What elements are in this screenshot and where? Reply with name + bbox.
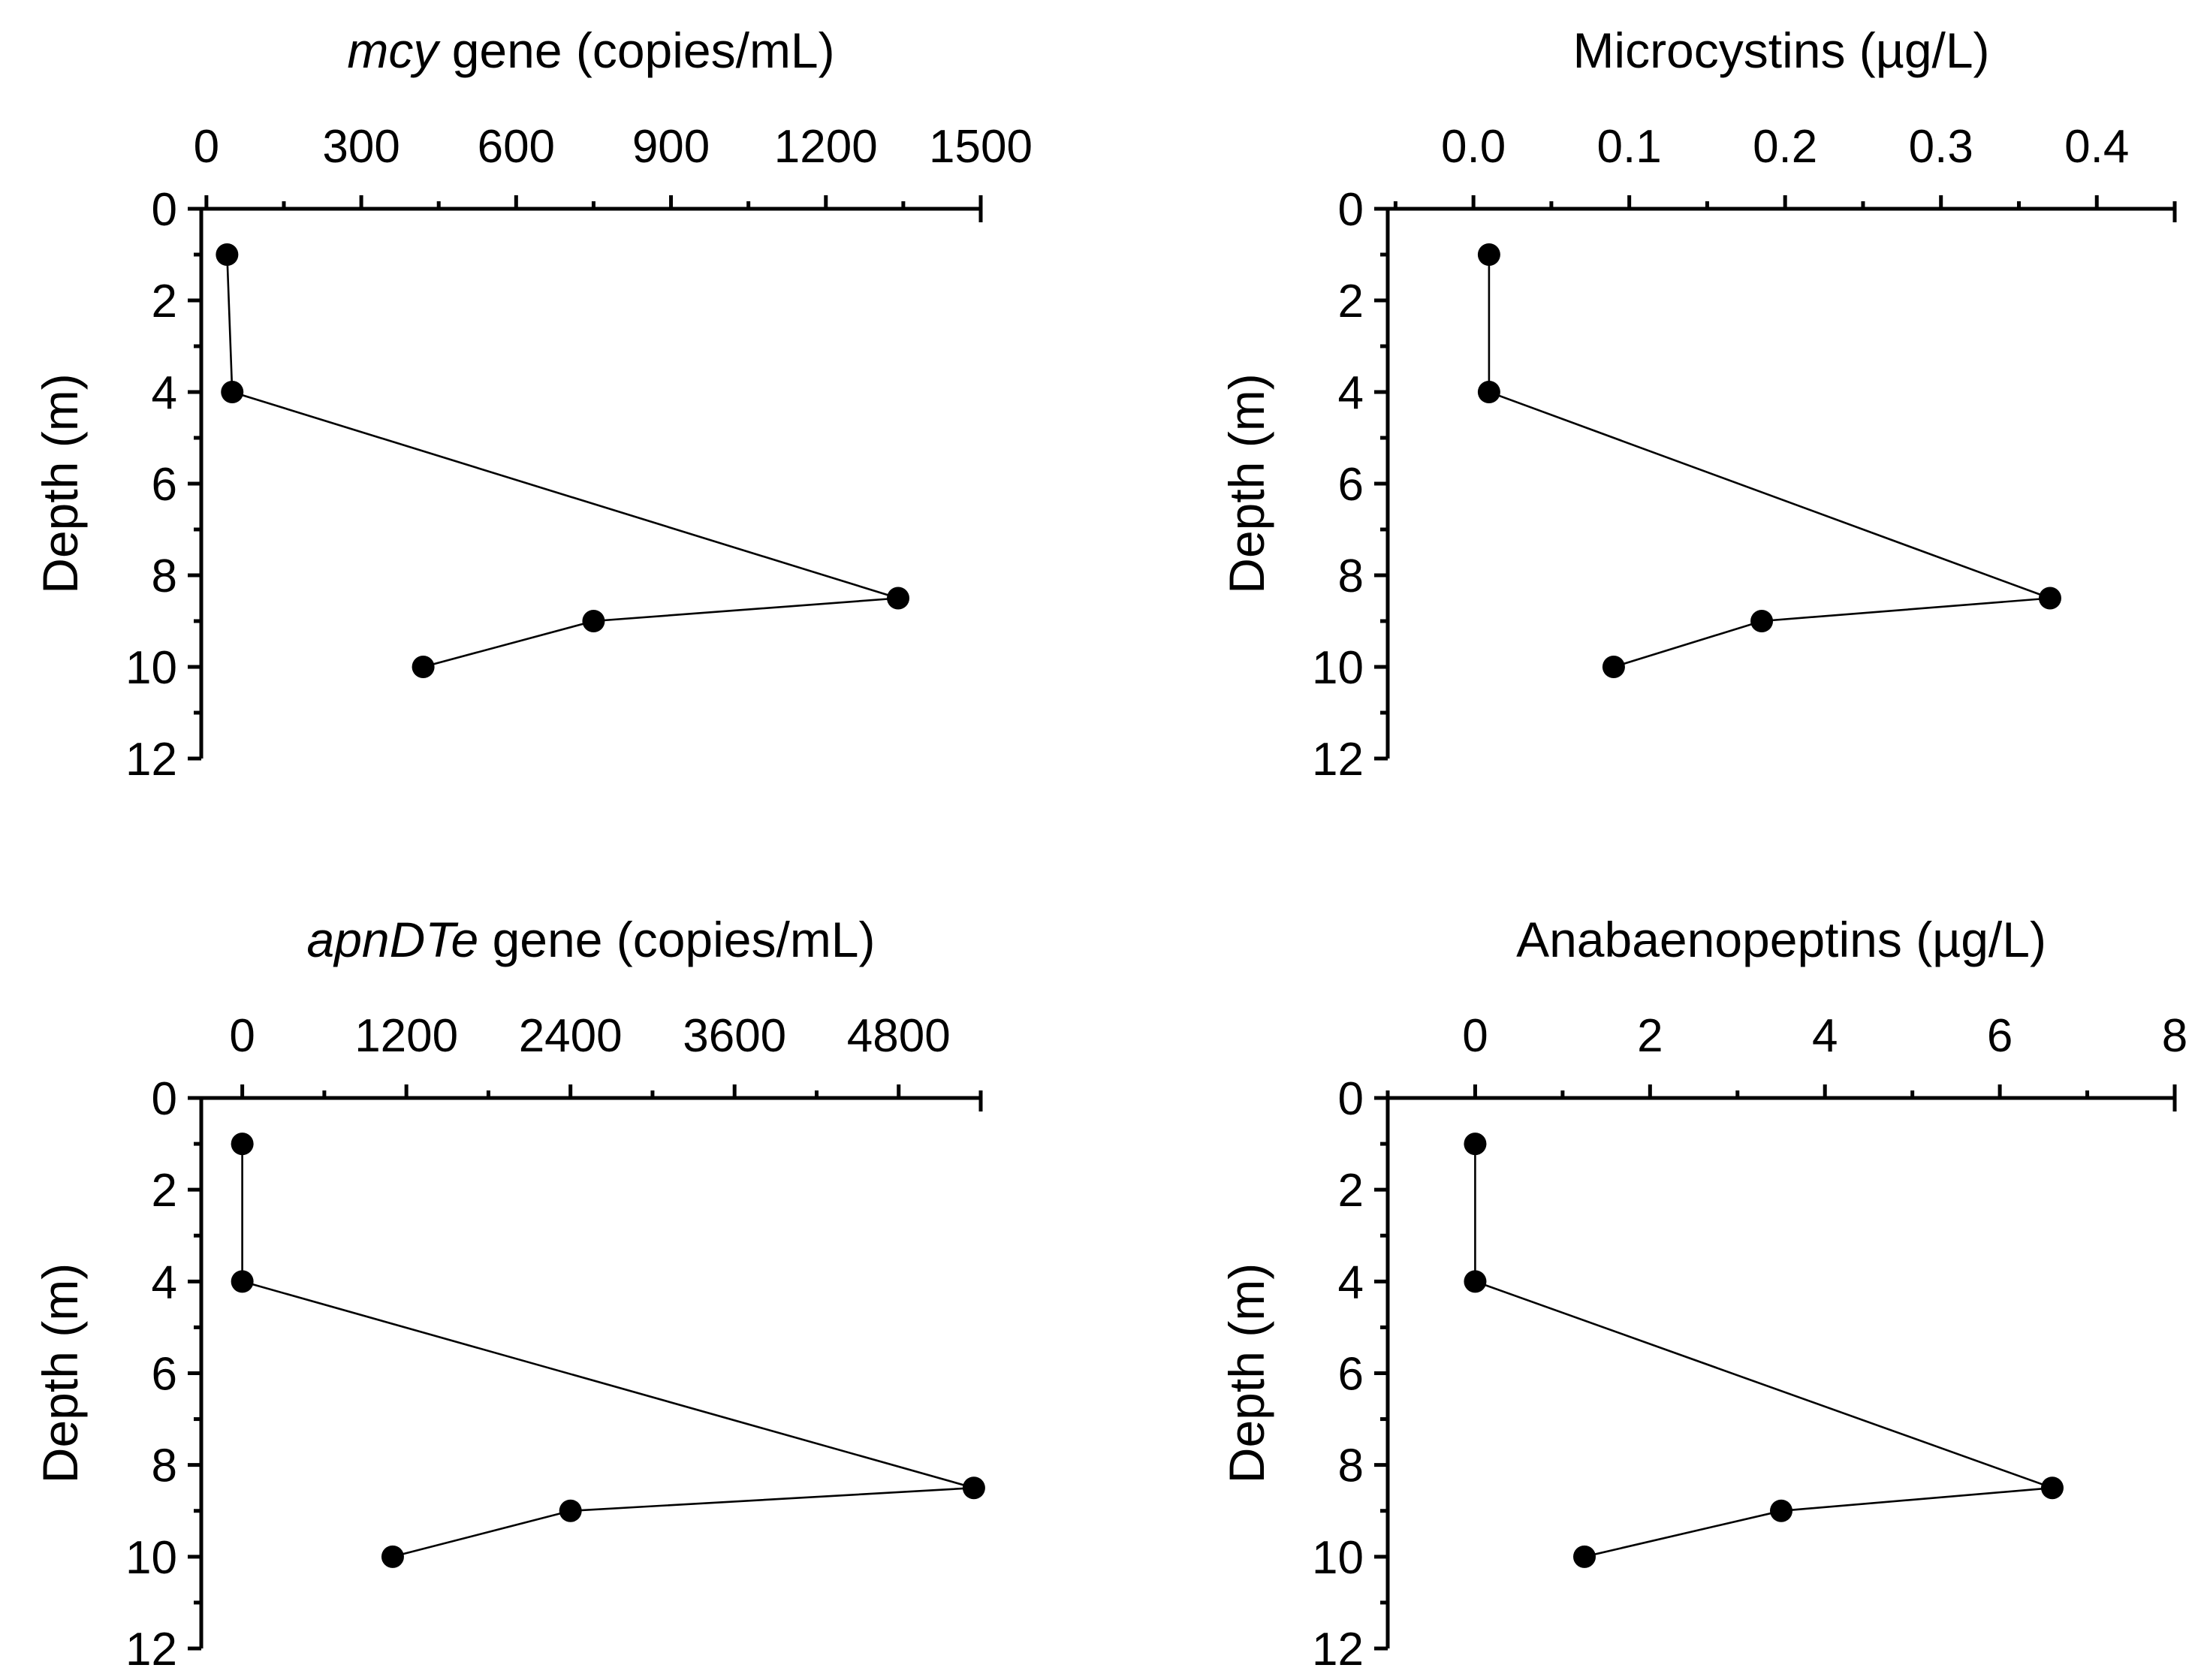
data-point bbox=[231, 1133, 254, 1156]
series-line bbox=[226, 254, 899, 668]
y-tick-label: 12 bbox=[125, 1624, 177, 1675]
y-tick-label: 6 bbox=[1338, 1349, 1364, 1401]
x-tick-label: 4 bbox=[1812, 1010, 1838, 1062]
x-tick-label: 0.4 bbox=[2064, 121, 2129, 173]
data-point bbox=[2040, 1476, 2064, 1500]
y-tick-label: 12 bbox=[125, 734, 177, 786]
data-point bbox=[582, 610, 605, 632]
data-point bbox=[216, 243, 239, 266]
x-tick-label: 900 bbox=[632, 121, 710, 173]
y-tick-label: 2 bbox=[1338, 276, 1364, 327]
y-tick-label: 4 bbox=[1338, 367, 1364, 419]
y-axis-label: Depth (m) bbox=[32, 1263, 88, 1483]
y-tick-label: 10 bbox=[1312, 642, 1364, 694]
chart-panel-2: 0.0 0.1 0.2 0.3 0.4 0 2 4 6 8 10 12 Microcystins (µg… bbox=[1219, 23, 2177, 786]
y-tick-label: 6 bbox=[1338, 459, 1364, 511]
data-point bbox=[231, 1270, 254, 1293]
data-point bbox=[2038, 587, 2061, 610]
y-tick-label: 12 bbox=[1312, 1624, 1364, 1675]
x-tick-label: 1500 bbox=[929, 121, 1033, 173]
x-tick-label: 300 bbox=[322, 121, 399, 173]
x-tick-label: 4800 bbox=[847, 1010, 951, 1062]
x-tick-label: 0 bbox=[1462, 1010, 1488, 1062]
x-tick-label: 3600 bbox=[683, 1010, 786, 1062]
y-tick-label: 2 bbox=[152, 276, 177, 327]
x-tick-label: 6 bbox=[1987, 1010, 2013, 1062]
data-point bbox=[962, 1476, 985, 1500]
series-line bbox=[1488, 255, 2051, 668]
chart-panel-3: 0 1200 2400 3600 4800 0 2 4 6 8 10 12 apnDTe gene (c… bbox=[32, 912, 985, 1675]
data-point bbox=[1477, 381, 1500, 403]
x-tick-label: 0 bbox=[194, 121, 219, 173]
data-point bbox=[1602, 656, 1625, 678]
x-tick-label: 600 bbox=[478, 121, 555, 173]
y-tick-label: 2 bbox=[1338, 1165, 1364, 1217]
data-point bbox=[887, 587, 910, 610]
x-tick-label: 0.2 bbox=[1753, 121, 1817, 173]
y-tick-label: 0 bbox=[1338, 1073, 1364, 1125]
x-axis-title: mcy gene (copies/mL) bbox=[347, 23, 834, 78]
y-tick-label: 6 bbox=[152, 459, 177, 511]
data-point bbox=[1464, 1270, 1487, 1293]
x-axis-title: Anabaenopeptins (µg/L) bbox=[1516, 912, 2046, 967]
y-axis-label: Depth (m) bbox=[1219, 373, 1274, 593]
y-tick-label: 4 bbox=[152, 1256, 177, 1308]
x-tick-label: 2 bbox=[1637, 1010, 1663, 1062]
x-tick-label: 0.3 bbox=[1909, 121, 1973, 173]
y-tick-label: 10 bbox=[1312, 1532, 1364, 1584]
x-axis-title-text: Microcystins (µg/L) bbox=[1572, 23, 1989, 78]
x-axis-title-text: Anabaenopeptins (µg/L) bbox=[1516, 912, 2046, 967]
y-tick-label: 0 bbox=[152, 184, 177, 236]
series-line bbox=[241, 1144, 975, 1558]
x-tick-label: 1200 bbox=[774, 121, 878, 173]
x-axis-title-italic: mcy bbox=[347, 23, 441, 78]
y-tick-label: 0 bbox=[152, 1073, 177, 1125]
x-axis-title: Microcystins (µg/L) bbox=[1572, 23, 1989, 78]
x-axis-title: apnDTe gene (copies/mL) bbox=[306, 912, 875, 967]
y-tick-label: 2 bbox=[152, 1165, 177, 1217]
chart-panel-4: 0 2 4 6 8 0 2 4 6 8 10 12 Anabaenopeptins (µg/L) Dept… bbox=[1219, 912, 2187, 1675]
data-point bbox=[1477, 243, 1500, 266]
data-point bbox=[1464, 1133, 1487, 1156]
y-tick-label: 10 bbox=[125, 1532, 177, 1584]
data-point bbox=[221, 381, 244, 403]
data-point bbox=[559, 1499, 582, 1522]
y-tick-label: 10 bbox=[125, 642, 177, 694]
series-line bbox=[1474, 1144, 2053, 1558]
y-tick-label: 6 bbox=[152, 1349, 177, 1401]
y-tick-label: 8 bbox=[1338, 550, 1364, 602]
data-point bbox=[1770, 1499, 1792, 1522]
x-axis-title-text: gene (copies/mL) bbox=[438, 23, 834, 78]
y-axis-label: Depth (m) bbox=[1219, 1263, 1274, 1483]
y-tick-label: 8 bbox=[152, 550, 177, 602]
data-point bbox=[1750, 610, 1774, 632]
y-tick-label: 4 bbox=[152, 367, 177, 419]
x-tick-label: 0.0 bbox=[1441, 121, 1506, 173]
y-tick-label: 12 bbox=[1312, 734, 1364, 786]
data-point bbox=[1573, 1545, 1596, 1568]
x-tick-label: 0 bbox=[229, 1010, 255, 1062]
data-point bbox=[381, 1545, 404, 1568]
x-tick-label: 2400 bbox=[519, 1010, 623, 1062]
y-tick-label: 8 bbox=[152, 1440, 177, 1492]
y-tick-label: 8 bbox=[1338, 1440, 1364, 1492]
y-tick-label: 4 bbox=[1338, 1256, 1364, 1308]
y-axis-label: Depth (m) bbox=[32, 373, 88, 593]
x-axis-title-italic: apnDTe bbox=[306, 912, 478, 967]
x-tick-label: 8 bbox=[2162, 1010, 2187, 1062]
chart-panel-1: 0 300 600 900 1200 1500 0 2 4 6 8 10 12 mcy gene (cop… bbox=[32, 23, 1033, 786]
data-point bbox=[412, 656, 435, 678]
x-axis-title-text: gene (copies/mL) bbox=[478, 912, 875, 967]
y-tick-label: 0 bbox=[1338, 184, 1364, 236]
x-tick-label: 1200 bbox=[354, 1010, 458, 1062]
x-tick-label: 0.1 bbox=[1597, 121, 1662, 173]
